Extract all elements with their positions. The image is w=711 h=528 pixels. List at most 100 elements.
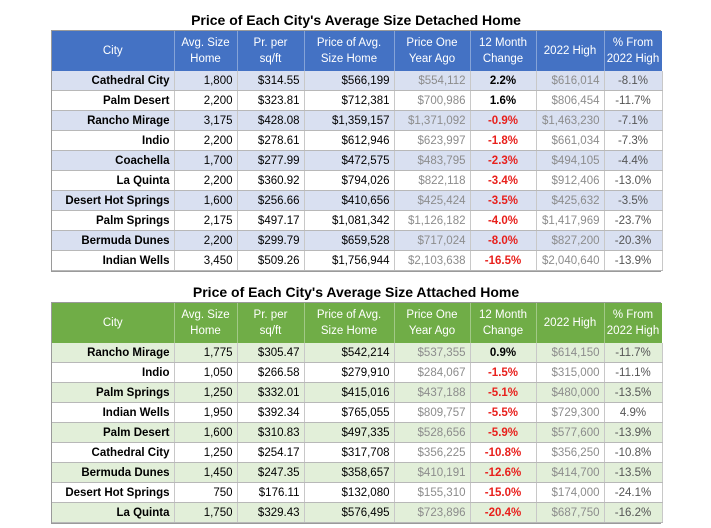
table-cell: $176.11 xyxy=(237,482,305,503)
table-cell: $410,656 xyxy=(304,190,395,211)
table-cell: $356,250 xyxy=(536,442,605,463)
table-cell: $329.43 xyxy=(237,502,305,523)
column-header: Avg. Size Home xyxy=(174,31,238,71)
table-row: Bermuda Dunes 2,200 $299.79 $659,528 $717,02… xyxy=(52,230,663,251)
table-cell: $425,424 xyxy=(394,190,471,211)
table-cell: $332.01 xyxy=(237,382,305,403)
column-header: % From 2022 High xyxy=(604,31,663,71)
table-row: Indian Wells 1,950 $392.34 $765,055 $809,757… xyxy=(52,402,663,423)
table-cell: $2,103,638 xyxy=(394,250,471,271)
table-cell: -10.8% xyxy=(604,442,663,463)
table-cell: $1,081,342 xyxy=(304,210,395,231)
table-cell: $1,756,944 xyxy=(304,250,395,271)
table-cell: -0.9% xyxy=(470,110,537,131)
table-cell: $827,200 xyxy=(536,230,605,251)
table-cell: $247.35 xyxy=(237,462,305,483)
table-cell: -7.1% xyxy=(604,110,663,131)
table-cell: $425,632 xyxy=(536,190,605,211)
column-header: Avg. Size Home xyxy=(174,303,238,343)
table-cell: $723,896 xyxy=(394,502,471,523)
detached-table-frame: City Avg. Size Home Pr. per sq/ft Price of Av… xyxy=(51,30,663,272)
table-cell: $358,657 xyxy=(304,462,395,483)
table-cell: $254.17 xyxy=(237,442,305,463)
table-cell: 0.9% xyxy=(470,343,537,363)
table-cell: -24.1% xyxy=(604,482,663,503)
table-row: Palm Springs 1,250 $332.01 $415,016 $437,188… xyxy=(52,382,663,403)
table-cell: -1.5% xyxy=(470,362,537,383)
table-cell: 750 xyxy=(174,482,238,503)
table-cell: $392.34 xyxy=(237,402,305,423)
table-cell: $661,034 xyxy=(536,130,605,151)
table-cell: $700,986 xyxy=(394,90,471,111)
table-cell: $278.61 xyxy=(237,130,305,151)
table-cell: Indian Wells xyxy=(52,250,175,271)
table-row: La Quinta 1,750 $329.43 $576,495 $723,896 -20… xyxy=(52,502,663,523)
table-row: Palm Springs 2,175 $497.17 $1,081,342 $1,126… xyxy=(52,210,663,231)
table-cell: -23.7% xyxy=(604,210,663,231)
table-cell: $279,910 xyxy=(304,362,395,383)
table-cell: $266.58 xyxy=(237,362,305,383)
table-cell: $2,040,640 xyxy=(536,250,605,271)
table-cell: -13.5% xyxy=(604,382,663,403)
table-cell: Palm Springs xyxy=(52,210,175,231)
table-cell: $612,946 xyxy=(304,130,395,151)
table-cell: $729,300 xyxy=(536,402,605,423)
table-cell: 1.6% xyxy=(470,90,537,111)
table-cell: -11.1% xyxy=(604,362,663,383)
table-cell: -5.5% xyxy=(470,402,537,423)
table-row: Cathedral City 1,800 $314.55 $566,199 $554,1… xyxy=(52,71,663,91)
table-cell: 2,200 xyxy=(174,90,238,111)
table-cell: La Quinta xyxy=(52,170,175,191)
table-cell: 1,600 xyxy=(174,422,238,443)
table-cell: $616,014 xyxy=(536,71,605,91)
table-cell: Indio xyxy=(52,362,175,383)
table-cell: -8.1% xyxy=(604,71,663,91)
detached-title: Price of Each City's Average Size Detach… xyxy=(191,12,521,28)
table-row: Indio 2,200 $278.61 $612,946 $623,997 -1.8% $6… xyxy=(52,130,663,151)
column-header: Price of Avg. Size Home xyxy=(304,303,395,343)
table-cell: $542,214 xyxy=(304,343,395,363)
table-cell: $809,757 xyxy=(394,402,471,423)
table-cell: -3.5% xyxy=(604,190,663,211)
table-cell: $314.55 xyxy=(237,71,305,91)
table-cell: Palm Desert xyxy=(52,90,175,111)
table-cell: $256.66 xyxy=(237,190,305,211)
table-cell: 2,200 xyxy=(174,170,238,191)
column-header: Price of Avg. Size Home xyxy=(304,31,395,71)
column-header: % From 2022 High xyxy=(604,303,663,343)
table-row: Desert Hot Springs 1,600 $256.66 $410,656 $4… xyxy=(52,190,663,211)
table-cell: $912,406 xyxy=(536,170,605,191)
table-row: Rancho Mirage 3,175 $428.08 $1,359,157 $1,37… xyxy=(52,110,663,131)
table-cell: $1,126,182 xyxy=(394,210,471,231)
table-cell: -10.8% xyxy=(470,442,537,463)
table-cell: $497.17 xyxy=(237,210,305,231)
table-cell: -16.2% xyxy=(604,502,663,523)
table-cell: $284,067 xyxy=(394,362,471,383)
table-cell: -13.0% xyxy=(604,170,663,191)
table-cell: Rancho Mirage xyxy=(52,343,175,363)
column-header: Price One Year Ago xyxy=(394,303,471,343)
table-cell: $305.47 xyxy=(237,343,305,363)
table-cell: -1.8% xyxy=(470,130,537,151)
table-cell: $415,016 xyxy=(304,382,395,403)
table-cell: $472,575 xyxy=(304,150,395,171)
table-cell: 1,450 xyxy=(174,462,238,483)
table-cell: $614,150 xyxy=(536,343,605,363)
table-cell: -3.5% xyxy=(470,190,537,211)
table-cell: $1,463,230 xyxy=(536,110,605,131)
table-cell: Palm Springs xyxy=(52,382,175,403)
attached-table-frame: City Avg. Size Home Pr. per sq/ft Price of Av… xyxy=(51,302,663,524)
table-cell: $509.26 xyxy=(237,250,305,271)
table-cell: $577,600 xyxy=(536,422,605,443)
table-cell: Coachella xyxy=(52,150,175,171)
table-cell: Bermuda Dunes xyxy=(52,230,175,251)
table-cell: $554,112 xyxy=(394,71,471,91)
table-cell: $1,417,969 xyxy=(536,210,605,231)
table-cell: La Quinta xyxy=(52,502,175,523)
table-cell: 3,175 xyxy=(174,110,238,131)
table-cell: $576,495 xyxy=(304,502,395,523)
table-cell: 3,450 xyxy=(174,250,238,271)
column-header: 12 Month Change xyxy=(470,303,537,343)
table-cell: $428.08 xyxy=(237,110,305,131)
column-header: Price One Year Ago xyxy=(394,31,471,71)
